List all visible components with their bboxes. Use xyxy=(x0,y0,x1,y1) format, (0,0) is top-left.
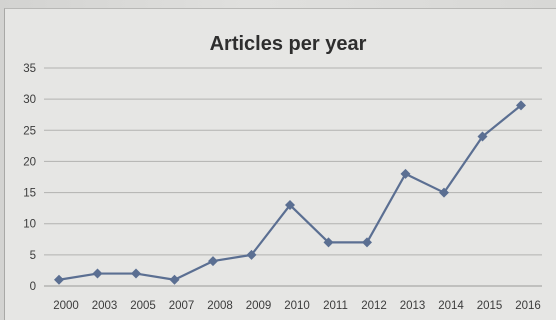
x-tick-label: 2011 xyxy=(323,300,348,312)
y-axis-ticks: 0 5 10 15 20 25 30 35 xyxy=(23,63,36,293)
data-point-marker xyxy=(285,200,295,211)
y-tick-label: 30 xyxy=(23,94,36,106)
data-point-marker xyxy=(477,131,488,142)
y-tick-label: 15 xyxy=(23,188,36,200)
series-group xyxy=(54,100,526,285)
x-tick-label: 2005 xyxy=(130,300,156,312)
y-tick-label: 20 xyxy=(23,156,36,168)
data-point-marker xyxy=(169,274,180,285)
x-tick-label: 2015 xyxy=(477,300,503,312)
gridlines xyxy=(44,67,542,287)
data-point-marker xyxy=(516,100,526,111)
x-tick-label: 2010 xyxy=(284,300,310,312)
data-point-marker xyxy=(54,274,64,285)
data-point-marker xyxy=(92,268,103,279)
x-tick-label: 2007 xyxy=(169,300,195,312)
x-tick-label: 2008 xyxy=(207,300,233,312)
x-tick-label: 2012 xyxy=(361,300,387,312)
x-tick-label: 2009 xyxy=(246,300,272,312)
data-point-marker xyxy=(246,249,257,260)
y-tick-label: 25 xyxy=(23,125,36,137)
data-point-marker xyxy=(362,237,372,248)
y-tick-label: 10 xyxy=(23,219,36,231)
x-tick-label: 2016 xyxy=(515,300,541,312)
data-point-marker xyxy=(208,256,218,267)
x-tick-label: 2013 xyxy=(400,300,426,312)
y-tick-label: 5 xyxy=(30,250,36,262)
data-point-marker xyxy=(400,168,411,179)
x-tick-label: 2003 xyxy=(92,300,118,312)
y-tick-label: 35 xyxy=(23,63,36,75)
data-point-marker xyxy=(439,187,449,198)
x-tick-label: 2000 xyxy=(53,300,79,312)
data-point-marker xyxy=(323,237,334,248)
x-axis-ticks: 2000 2003 2005 2007 2008 2009 2010 2011 2012 2013… xyxy=(53,300,541,312)
y-tick-label: 0 xyxy=(30,281,36,293)
chart-title: Articles per year xyxy=(210,33,367,55)
data-point-marker xyxy=(131,268,141,279)
x-tick-label: 2014 xyxy=(438,300,464,312)
